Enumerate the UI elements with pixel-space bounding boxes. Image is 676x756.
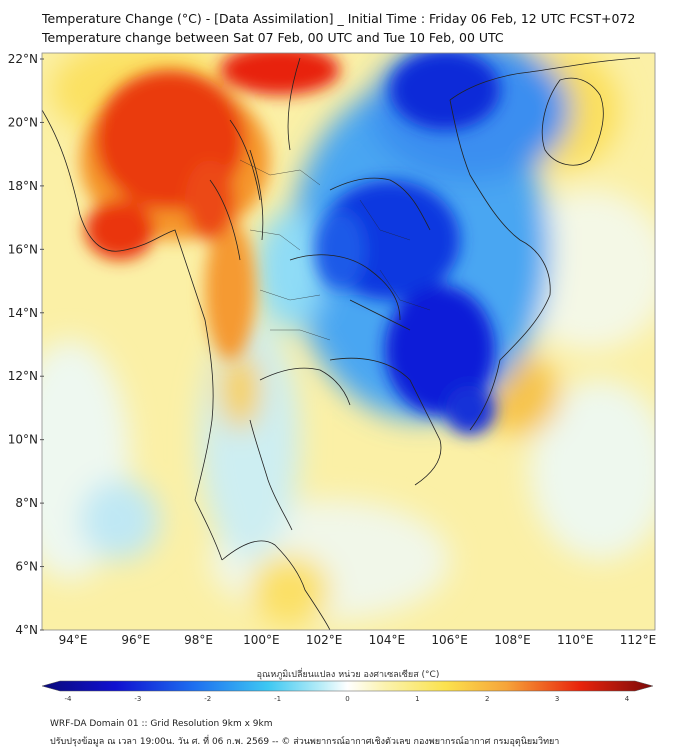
longitude-axis: 94°E 96°E 98°E 100°E 102°E 104°E 106°E 108°E 110… — [59, 633, 657, 647]
colorbar-tick-label: 4 — [625, 695, 630, 703]
latitude-label: 16°N — [8, 242, 38, 256]
colorbar — [41, 680, 654, 692]
longitude-label: 104°E — [369, 633, 406, 647]
colorbar-tick-label: -1 — [274, 695, 281, 703]
latitude-label: 8°N — [15, 496, 38, 510]
footer-update-info: ปรับปรุงข้อมูล ณ เวลา 19:00น. วัน ศ. ที่… — [50, 737, 560, 747]
colorbar-tick-label: 3 — [555, 695, 559, 703]
map-subtitle: Temperature change between Sat 07 Feb, 0… — [42, 30, 504, 45]
map-frame — [41, 52, 656, 631]
colorbar-tick-label: 2 — [485, 695, 489, 703]
colorbar-tick-label: 0 — [345, 695, 349, 703]
longitude-label: 102°E — [306, 633, 343, 647]
colorbar-ticks: -4 -3 -2 -1 0 1 2 3 4 — [65, 695, 630, 703]
longitude-label: 106°E — [431, 633, 468, 647]
coastline-outlines — [42, 57, 641, 630]
longitude-label: 112°E — [620, 633, 657, 647]
longitude-label: 110°E — [557, 633, 594, 647]
latitude-label: 22°N — [8, 52, 38, 66]
longitude-label: 98°E — [184, 633, 213, 647]
footer-model-info: WRF-DA Domain 01 :: Grid Resolution 9km … — [50, 719, 273, 729]
colorbar-title: อุณหภูมิเปลี่ยนแปลง หน่วย องศาเซลเซียส (… — [257, 667, 440, 680]
colorbar-tick-label: -2 — [204, 695, 211, 703]
colorbar-tick-label: -4 — [65, 695, 73, 703]
latitude-label: 4°N — [15, 623, 38, 637]
latitude-label: 6°N — [15, 560, 38, 574]
map-title: Temperature Change (°C) - [Data Assimila… — [42, 11, 636, 26]
longitude-label: 100°E — [243, 633, 280, 647]
latitude-label: 14°N — [8, 306, 38, 320]
colorbar-tick-label: -3 — [134, 695, 141, 703]
latitude-label: 10°N — [8, 433, 38, 447]
latitude-label: 20°N — [8, 115, 38, 129]
longitude-label: 94°E — [59, 633, 88, 647]
colorbar-tick-label: 1 — [415, 695, 419, 703]
latitude-label: 18°N — [8, 179, 38, 193]
latitude-label: 12°N — [8, 369, 38, 383]
longitude-label: 108°E — [494, 633, 531, 647]
longitude-label: 96°E — [121, 633, 150, 647]
temperature-field — [42, 53, 655, 630]
latitude-axis: 22°N 20°N 18°N 16°N 14°N 12°N 10°N 8°N 6°N 4°N — [8, 52, 44, 637]
